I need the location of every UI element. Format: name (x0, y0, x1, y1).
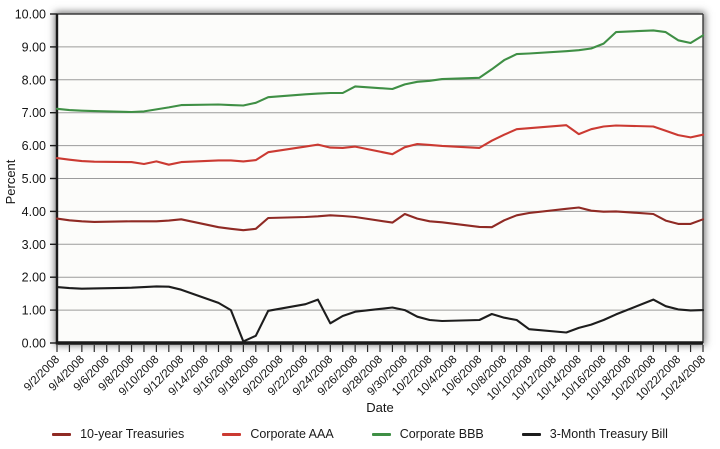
legend-line-swatch (521, 432, 541, 436)
y-tick-label: 0.00 (22, 337, 46, 351)
legend-line-swatch (371, 432, 391, 436)
y-tick-label: 4.00 (22, 205, 46, 219)
legend-item-3-month-treasury-bill: 3-Month Treasury Bill (521, 427, 668, 441)
legend-item-10-year-treasuries: 10-year Treasuries (52, 427, 184, 441)
x-axis-title: Date (366, 400, 393, 415)
y-tick-label: 5.00 (22, 172, 46, 186)
series-line-corporate-aaa (55, 124, 705, 166)
y-tick-label: 1.00 (22, 304, 46, 318)
series-line-3-month-treasury-bill (55, 285, 705, 343)
legend-line-swatch (52, 432, 72, 436)
y-tick-label: 8.00 (22, 73, 46, 87)
legend-item-corporate-bbb: Corporate BBB (371, 427, 484, 441)
legend-label: 10-year Treasuries (80, 427, 185, 441)
legend-label: Corporate BBB (399, 427, 484, 441)
legend-line-swatch (222, 432, 242, 436)
y-tick-label: 6.00 (22, 139, 46, 153)
y-tick-label: 10.00 (15, 8, 46, 22)
series-line-corporate-bbb (55, 29, 705, 114)
legend-label: Corporate AAA (250, 427, 334, 441)
legend-label: 3-Month Treasury Bill (549, 427, 668, 441)
legend-item-corporate-aaa: Corporate AAA (222, 427, 334, 441)
y-axis-title: Percent (3, 159, 18, 204)
y-tick-label: 7.00 (22, 106, 46, 120)
series-line-10-year-treasuries (55, 206, 705, 232)
y-tick-label: 3.00 (22, 238, 46, 252)
y-tick-label: 2.00 (22, 271, 46, 285)
chart-legend: 10-year Treasuries Corporate AAA Corporate… (0, 424, 720, 444)
y-tick-label: 9.00 (22, 40, 46, 54)
